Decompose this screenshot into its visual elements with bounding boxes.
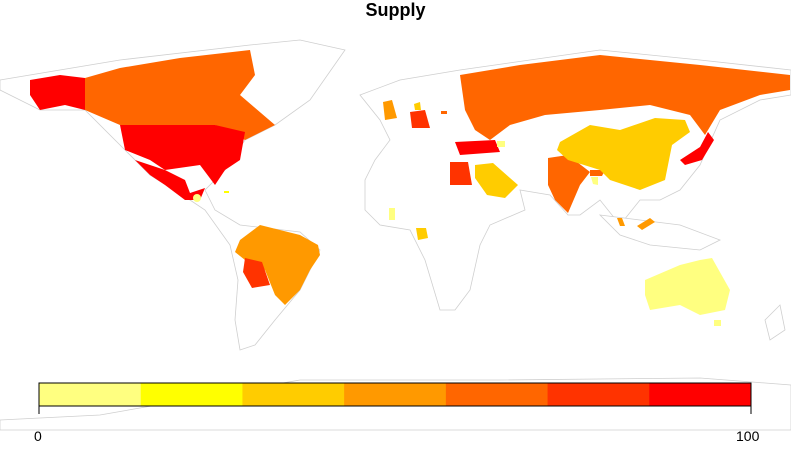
region-japan: [680, 132, 714, 165]
region-jamaica: [224, 191, 229, 193]
legend-max-label: 100: [736, 428, 760, 444]
region-india: [548, 155, 590, 213]
region-bhutan: [590, 170, 605, 176]
region-azerbaijan: [497, 141, 505, 147]
region-mexico: [135, 160, 205, 200]
region-bolivia: [243, 258, 270, 288]
region-uk: [383, 100, 397, 120]
region-bangladesh: [591, 177, 598, 185]
region-gabon: [416, 228, 428, 240]
choropleth-regions: [30, 50, 790, 326]
region-china: [557, 118, 690, 190]
region-denmark: [414, 102, 421, 110]
legend-swatch: [344, 383, 447, 406]
region-malaysia-west: [617, 218, 625, 226]
legend-swatch: [445, 383, 549, 406]
map-title: Supply: [365, 0, 426, 20]
region-guatemala: [193, 194, 201, 202]
legend-swatch: [242, 383, 345, 406]
region-saudi: [475, 163, 518, 198]
region-australia: [645, 258, 730, 315]
region-usa: [120, 125, 245, 185]
region-egypt: [450, 162, 472, 185]
legend-swatch: [39, 383, 142, 406]
region-tasmania: [714, 320, 721, 326]
region-russia: [460, 55, 790, 140]
legend-border: [38, 382, 752, 407]
region-germany: [410, 110, 430, 128]
legend-swatch: [140, 383, 243, 406]
region-lithuania: [441, 111, 447, 114]
legend-swatch: [547, 383, 650, 406]
region-malaysia-east: [637, 218, 655, 230]
legend-min-label: 0: [34, 428, 42, 444]
region-brazil: [235, 225, 320, 305]
region-turkey: [455, 140, 500, 155]
region-ghana: [389, 208, 395, 220]
region-canada: [85, 50, 275, 140]
region-alaska: [30, 75, 85, 110]
legend-swatch: [649, 383, 752, 406]
color-legend: [38, 382, 752, 414]
